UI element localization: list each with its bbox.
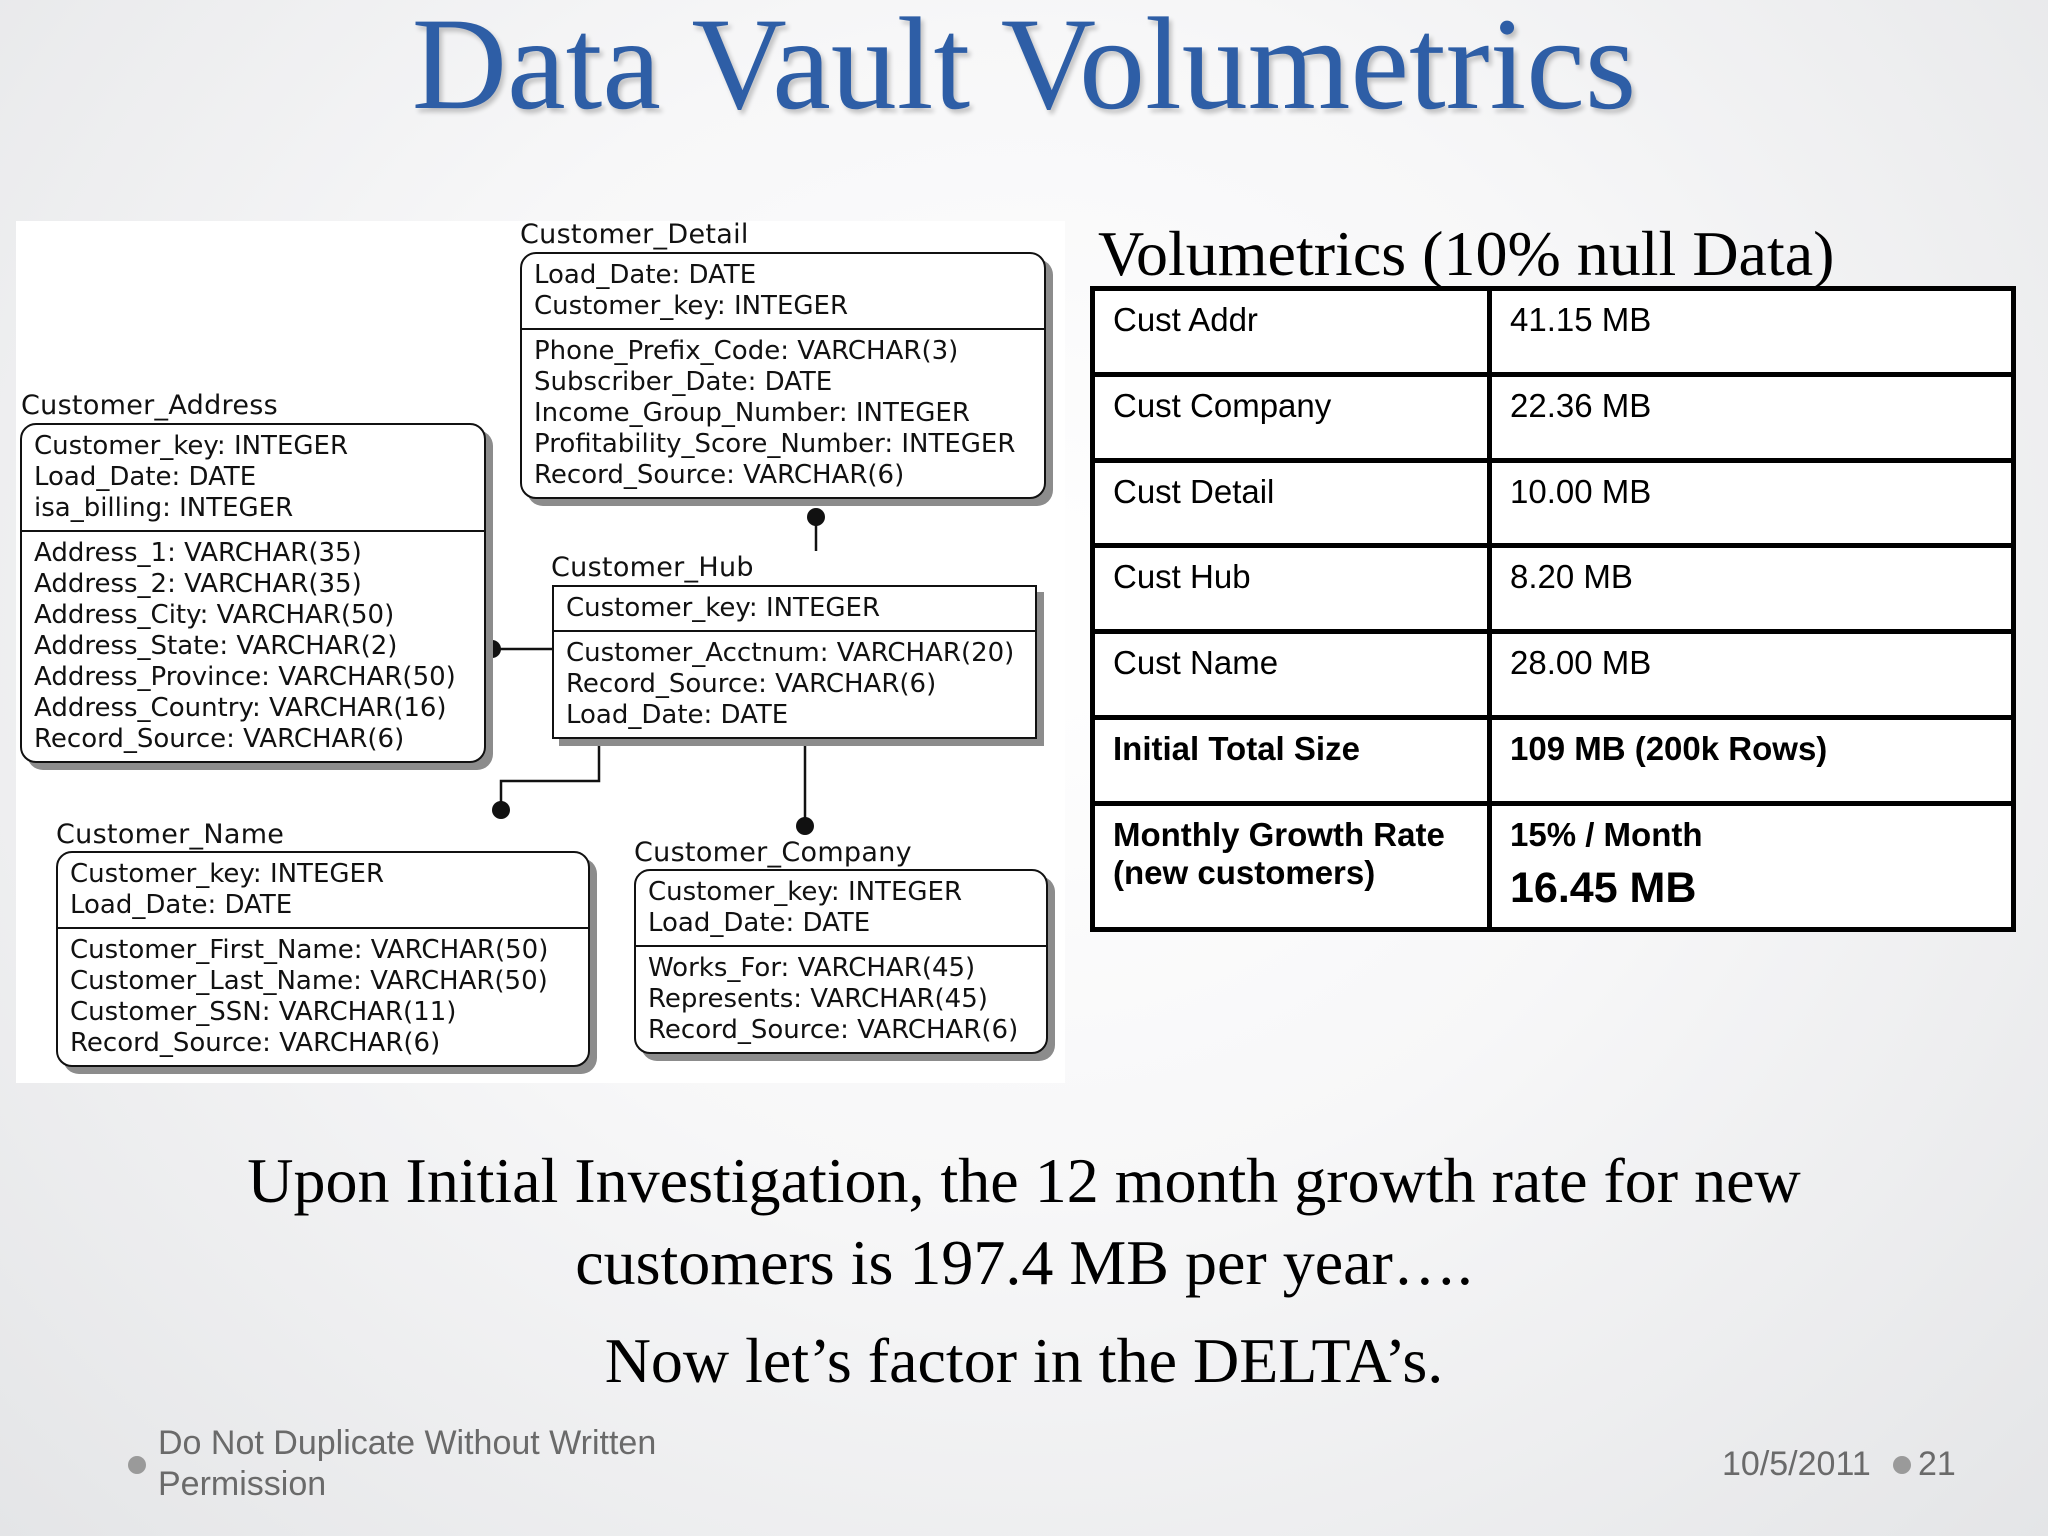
- row-value: 10.00 MB: [1487, 457, 2016, 549]
- company-relationship-dot: [796, 817, 814, 835]
- total-row: Initial Total Size 109 MB (200k Rows): [1090, 715, 2016, 806]
- field: Subscriber_Date: DATE: [534, 367, 833, 397]
- row-label: Cust Name: [1090, 629, 1492, 721]
- caption-line-3: Now let’s factor in the DELTA’s.: [604, 1325, 1444, 1396]
- field: Address_State: VARCHAR(2): [34, 631, 398, 661]
- customer-address-attributes: Address_1: VARCHAR(35) Address_2: VARCHA…: [22, 530, 484, 761]
- row-label: Cust Company: [1090, 371, 1492, 463]
- hub-name-line: [499, 746, 601, 806]
- caption-line-1: Upon Initial Investigation, the 12 month…: [247, 1145, 1801, 1216]
- field: Address_City: VARCHAR(50): [34, 600, 395, 630]
- growth-value: 15% / Month 16.45 MB: [1487, 801, 2016, 932]
- field: Customer_SSN: VARCHAR(11): [70, 997, 457, 1027]
- row-label: Cust Addr: [1090, 286, 1492, 377]
- table-row: Cust Addr 41.15 MB: [1090, 286, 2016, 377]
- field: Works_For: VARCHAR(45): [648, 953, 976, 983]
- total-label: Initial Total Size: [1090, 715, 1492, 806]
- entity-customer-detail: Load_Date: DATE Customer_key: INTEGER Ph…: [520, 252, 1046, 499]
- growth-label: Monthly Growth Rate (new customers): [1090, 801, 1492, 932]
- growth-rate: 15% / Month: [1510, 816, 1703, 853]
- field: Load_Date: DATE: [566, 700, 789, 730]
- table-row: Cust Hub 8.20 MB: [1090, 543, 2016, 635]
- growth-label-line1: Monthly Growth Rate: [1113, 816, 1445, 853]
- customer-hub-attributes: Customer_Acctnum: VARCHAR(20) Record_Sou…: [554, 630, 1035, 737]
- row-value: 28.00 MB: [1487, 629, 2016, 721]
- customer-company-keys: Customer_key: INTEGER Load_Date: DATE: [636, 871, 1046, 945]
- field: Address_2: VARCHAR(35): [34, 569, 362, 599]
- field: Load_Date: DATE: [534, 260, 757, 290]
- row-label: Cust Detail: [1090, 457, 1492, 549]
- row-value: 41.15 MB: [1487, 286, 2016, 377]
- entity-name-customer-name: Customer_Name: [56, 819, 285, 850]
- slide-title: Data Vault Volumetrics: [411, 0, 1637, 137]
- relationship-lines: [483, 508, 825, 835]
- customer-detail-attributes: Phone_Prefix_Code: VARCHAR(3) Subscriber…: [522, 328, 1044, 497]
- growth-size: 16.45 MB: [1510, 864, 1697, 912]
- table-row: Cust Company 22.36 MB: [1090, 371, 2016, 463]
- footer-notice-line2: Permission: [158, 1465, 327, 1503]
- entity-name-customer-company: Customer_Company: [634, 837, 912, 868]
- customer-address-keys: Customer_key: INTEGER Load_Date: DATE is…: [22, 425, 484, 530]
- field: Customer_Last_Name: VARCHAR(50): [70, 966, 548, 996]
- growth-row: Monthly Growth Rate (new customers) 15% …: [1090, 801, 2016, 932]
- field: Load_Date: DATE: [648, 908, 871, 938]
- address-relationship-dot: [483, 640, 501, 658]
- row-value: 8.20 MB: [1487, 543, 2016, 635]
- field: Customer_key: INTEGER: [534, 291, 849, 321]
- field: Customer_key: INTEGER: [34, 431, 349, 461]
- field: Address_Country: VARCHAR(16): [34, 693, 447, 723]
- growth-label-line2: (new customers): [1113, 854, 1376, 891]
- footer-notice: Do Not Duplicate Without Written Permiss…: [158, 1423, 656, 1505]
- customer-detail-keys: Load_Date: DATE Customer_key: INTEGER: [522, 254, 1044, 328]
- field: Represents: VARCHAR(45): [648, 984, 988, 1014]
- row-label: Cust Hub: [1090, 543, 1492, 635]
- field: Record_Source: VARCHAR(6): [566, 669, 937, 699]
- entity-name-customer-hub: Customer_Hub: [551, 552, 754, 583]
- entity-customer-address: Customer_key: INTEGER Load_Date: DATE is…: [20, 423, 486, 763]
- field: Customer_key: INTEGER: [566, 593, 881, 623]
- customer-hub-keys: Customer_key: INTEGER: [554, 587, 1035, 630]
- field: Record_Source: VARCHAR(6): [648, 1015, 1019, 1045]
- footer-date: 10/5/2011: [1722, 1445, 1871, 1483]
- field: Record_Source: VARCHAR(6): [34, 724, 405, 754]
- field: Customer_key: INTEGER: [648, 877, 963, 907]
- customer-name-keys: Customer_key: INTEGER Load_Date: DATE: [58, 853, 588, 927]
- customer-company-attributes: Works_For: VARCHAR(45) Represents: VARCH…: [636, 945, 1046, 1052]
- footer-notice-line1: Do Not Duplicate Without Written: [158, 1424, 657, 1462]
- total-value: 109 MB (200k Rows): [1487, 715, 2016, 806]
- table-row: Cust Detail 10.00 MB: [1090, 457, 2016, 549]
- footer-bullet: [128, 1456, 146, 1474]
- customer-name-attributes: Customer_First_Name: VARCHAR(50) Custome…: [58, 927, 588, 1065]
- entity-customer-hub: Customer_key: INTEGER Customer_Acctnum: …: [552, 585, 1037, 739]
- table-row: Cust Name 28.00 MB: [1090, 629, 2016, 721]
- field: Customer_First_Name: VARCHAR(50): [70, 935, 549, 965]
- field: Address_Province: VARCHAR(50): [34, 662, 456, 692]
- field: Record_Source: VARCHAR(6): [534, 460, 905, 490]
- volumetrics-table: Cust Addr 41.15 MB Cust Company 22.36 MB…: [1090, 286, 2016, 932]
- volumetrics-title: Volumetrics (10% null Data): [1098, 218, 1835, 289]
- entity-customer-name: Customer_key: INTEGER Load_Date: DATE Cu…: [56, 851, 590, 1067]
- field: Customer_Acctnum: VARCHAR(20): [566, 638, 1015, 668]
- caption-line-2: customers is 197.4 MB per year….: [575, 1227, 1473, 1298]
- detail-relationship-dot: [807, 508, 825, 526]
- row-value: 22.36 MB: [1487, 371, 2016, 463]
- entity-name-customer-address: Customer_Address: [21, 390, 278, 421]
- footer-separator-dot: [1893, 1456, 1911, 1474]
- field: Phone_Prefix_Code: VARCHAR(3): [534, 336, 959, 366]
- er-diagram: Customer_Detail Load_Date: DATE Customer…: [16, 219, 1065, 1083]
- field: Income_Group_Number: INTEGER: [534, 398, 970, 428]
- field: Load_Date: DATE: [34, 462, 257, 492]
- field: Record_Source: VARCHAR(6): [70, 1028, 441, 1058]
- entity-name-customer-detail: Customer_Detail: [520, 219, 749, 250]
- entity-customer-company: Customer_key: INTEGER Load_Date: DATE Wo…: [634, 869, 1048, 1054]
- field: Customer_key: INTEGER: [70, 859, 385, 889]
- field: Load_Date: DATE: [70, 890, 293, 920]
- field: Profitability_Score_Number: INTEGER: [534, 429, 1016, 459]
- page-number: 21: [1918, 1445, 1956, 1483]
- field: isa_billing: INTEGER: [34, 493, 294, 523]
- field: Address_1: VARCHAR(35): [34, 538, 362, 568]
- name-relationship-dot: [492, 801, 510, 819]
